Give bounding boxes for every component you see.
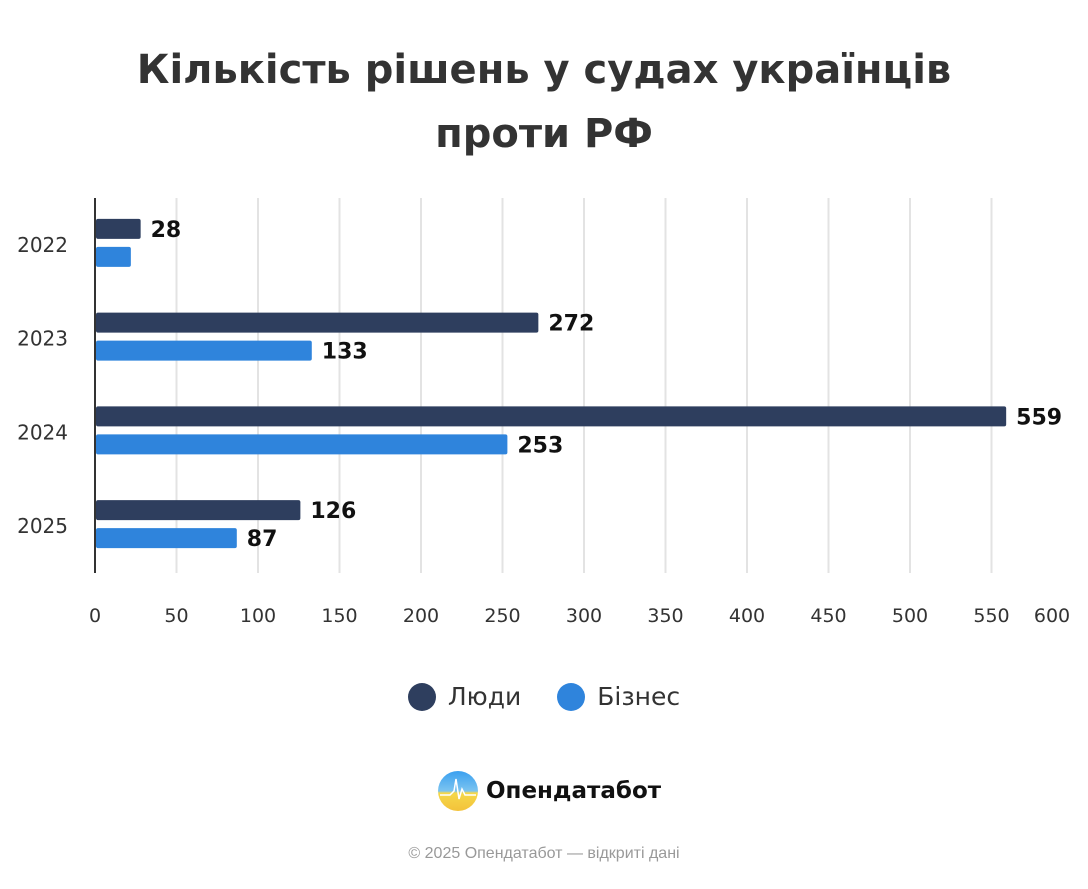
x-tick-label: 600 — [1034, 605, 1070, 627]
data-label: 559 — [1016, 405, 1062, 430]
chart-title: Кількість рішень у судах українців проти… — [0, 38, 1088, 166]
x-tick-label: 0 — [89, 605, 101, 627]
brand-name: Опендатабот — [486, 778, 662, 804]
x-tick-label: 250 — [484, 605, 520, 627]
title-line-1: Кількість рішень у судах українців — [136, 47, 952, 93]
bar-people-2023 — [96, 312, 539, 333]
data-label: 253 — [517, 433, 563, 458]
legend-item-people[interactable]: Люди — [407, 682, 522, 711]
bar-business-2025 — [96, 528, 237, 549]
bar-business-2023 — [96, 340, 312, 361]
x-tick-label: 50 — [164, 605, 188, 627]
brand-logo: Опендатабот — [438, 771, 661, 811]
footer-copyright: © 2025 Опендатабот — відкриті дані — [408, 845, 680, 862]
x-tick-label: 500 — [892, 605, 928, 627]
data-label: 272 — [548, 312, 594, 337]
legend: Люди Бізнес — [0, 682, 1088, 711]
x-tick-label: 300 — [566, 605, 602, 627]
legend-marker-people — [407, 682, 436, 711]
bar-people-2022 — [96, 218, 141, 239]
bar-business-2024 — [96, 434, 508, 455]
bar-business-2022 — [96, 246, 131, 267]
y-tick-label: 2025 — [17, 514, 68, 538]
data-label: 126 — [310, 499, 356, 524]
x-tick-label: 350 — [647, 605, 683, 627]
x-tick-label: 100 — [240, 605, 276, 627]
data-label: 87 — [247, 527, 278, 552]
y-tick-label: 2022 — [17, 233, 68, 257]
bar-chart: 0 50 100 150 200 250 300 350 400 450 500 550 600 2022… — [17, 198, 1070, 627]
x-tick-label: 450 — [810, 605, 846, 627]
legend-marker-business — [557, 682, 586, 711]
y-tick-label: 2023 — [17, 327, 68, 351]
x-tick-label: 550 — [973, 605, 1009, 627]
y-tick-label: 2024 — [17, 420, 68, 444]
x-tick-label: 400 — [729, 605, 765, 627]
x-tick-label: 200 — [403, 605, 439, 627]
legend-item-business[interactable]: Бізнес — [557, 682, 680, 711]
title-line-2: проти РФ — [435, 111, 653, 157]
x-tick-label: 150 — [321, 605, 357, 627]
bar-people-2024 — [96, 406, 1007, 427]
legend-label: Бізнес — [597, 682, 681, 711]
data-label: 133 — [322, 340, 368, 365]
data-label: 28 — [151, 218, 182, 243]
bar-people-2025 — [96, 500, 301, 521]
opendatabot-logo-icon — [438, 771, 478, 811]
legend-label: Люди — [447, 682, 522, 711]
